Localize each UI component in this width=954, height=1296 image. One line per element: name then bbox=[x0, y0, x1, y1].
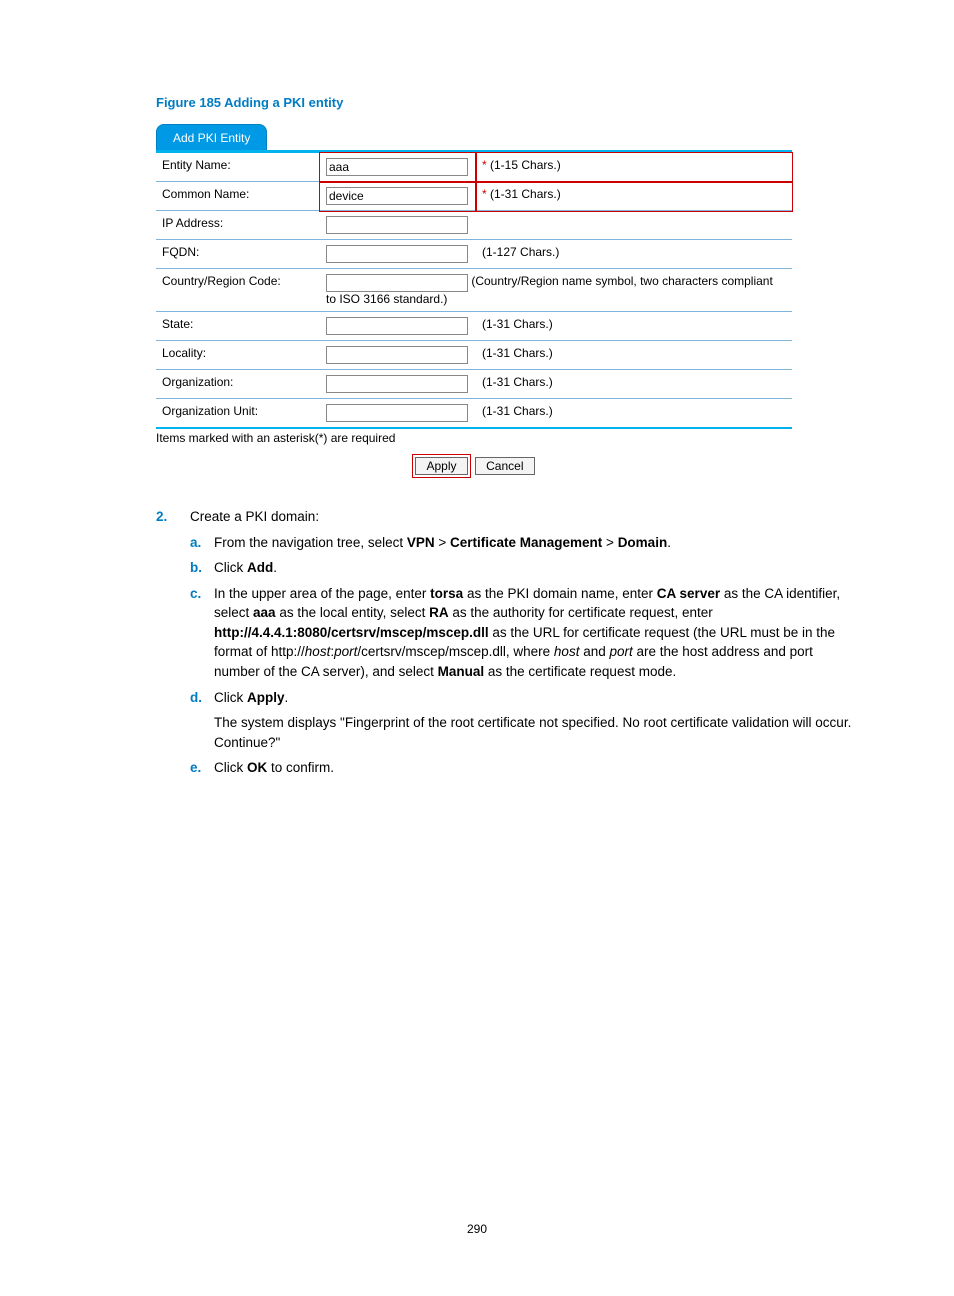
marker-a: a. bbox=[190, 533, 201, 553]
page: Figure 185 Adding a PKI entity Add PKI E… bbox=[0, 0, 954, 1296]
figure-title: Figure 185 Adding a PKI entity bbox=[156, 95, 854, 110]
input-state[interactable] bbox=[326, 317, 468, 335]
row-country: Country/Region Code: (Country/Region nam… bbox=[156, 269, 792, 312]
step-2e: e. Click OK to confirm. bbox=[190, 758, 854, 778]
row-entity-name: Entity Name: * (1-15 Chars.) bbox=[156, 153, 792, 182]
required-note: Items marked with an asterisk(*) are req… bbox=[156, 429, 792, 451]
form-table: Entity Name: * (1-15 Chars.) Common Name… bbox=[156, 153, 792, 429]
step-2b: b. Click Add. bbox=[190, 558, 854, 578]
hint-fqdn: (1-127 Chars.) bbox=[482, 245, 559, 259]
input-ip[interactable] bbox=[326, 216, 468, 234]
step-2-marker: 2. bbox=[156, 507, 167, 527]
marker-e: e. bbox=[190, 758, 201, 778]
button-row: Apply Cancel bbox=[156, 451, 792, 477]
apply-highlight: Apply bbox=[413, 455, 469, 477]
hint-org-unit: (1-31 Chars.) bbox=[482, 404, 553, 418]
row-organization: Organization: (1-31 Chars.) bbox=[156, 370, 792, 399]
row-org-unit: Organization Unit: (1-31 Chars.) bbox=[156, 399, 792, 429]
page-number: 290 bbox=[0, 1222, 954, 1236]
step-2d: d. Click Apply. The system displays "Fin… bbox=[190, 688, 854, 753]
row-locality: Locality: (1-31 Chars.) bbox=[156, 341, 792, 370]
row-ip: IP Address: bbox=[156, 211, 792, 240]
hint-state: (1-31 Chars.) bbox=[482, 317, 553, 331]
input-fqdn[interactable] bbox=[326, 245, 468, 263]
tab-add-pki-entity[interactable]: Add PKI Entity bbox=[156, 124, 267, 150]
label-country: Country/Region Code: bbox=[156, 269, 320, 312]
hint-locality: (1-31 Chars.) bbox=[482, 346, 553, 360]
input-country[interactable] bbox=[326, 274, 468, 292]
label-common-name: Common Name: bbox=[156, 182, 320, 211]
step-2a: a. From the navigation tree, select VPN … bbox=[190, 533, 854, 553]
input-org-unit[interactable] bbox=[326, 404, 468, 422]
marker-d: d. bbox=[190, 688, 202, 708]
hint-organization: (1-31 Chars.) bbox=[482, 375, 553, 389]
label-state: State: bbox=[156, 312, 320, 341]
hint-entity-name: * (1-15 Chars.) bbox=[482, 158, 561, 172]
hint-common-name: * (1-31 Chars.) bbox=[482, 187, 561, 201]
step-2: 2. Create a PKI domain: a. From the navi… bbox=[156, 507, 854, 778]
input-common-name[interactable] bbox=[326, 187, 468, 205]
marker-b: b. bbox=[190, 558, 202, 578]
cancel-button[interactable]: Cancel bbox=[475, 457, 534, 475]
pki-form-screenshot: Add PKI Entity Entity Name: * (1-15 Char… bbox=[156, 124, 854, 477]
input-organization[interactable] bbox=[326, 375, 468, 393]
input-entity-name[interactable] bbox=[326, 158, 468, 176]
label-locality: Locality: bbox=[156, 341, 320, 370]
step-2d-para: The system displays "Fingerprint of the … bbox=[214, 713, 854, 752]
label-organization: Organization: bbox=[156, 370, 320, 399]
tab-row: Add PKI Entity bbox=[156, 124, 854, 150]
row-fqdn: FQDN: (1-127 Chars.) bbox=[156, 240, 792, 269]
step-2c: c. In the upper area of the page, enter … bbox=[190, 584, 854, 682]
label-ip: IP Address: bbox=[156, 211, 320, 240]
row-state: State: (1-31 Chars.) bbox=[156, 312, 792, 341]
apply-button[interactable]: Apply bbox=[415, 457, 467, 475]
label-org-unit: Organization Unit: bbox=[156, 399, 320, 429]
input-locality[interactable] bbox=[326, 346, 468, 364]
row-common-name: Common Name: * (1-31 Chars.) bbox=[156, 182, 792, 211]
step-2-text: Create a PKI domain: bbox=[190, 509, 319, 524]
marker-c: c. bbox=[190, 584, 201, 604]
instructions: 2. Create a PKI domain: a. From the navi… bbox=[156, 507, 854, 778]
label-fqdn: FQDN: bbox=[156, 240, 320, 269]
label-entity-name: Entity Name: bbox=[156, 153, 320, 182]
